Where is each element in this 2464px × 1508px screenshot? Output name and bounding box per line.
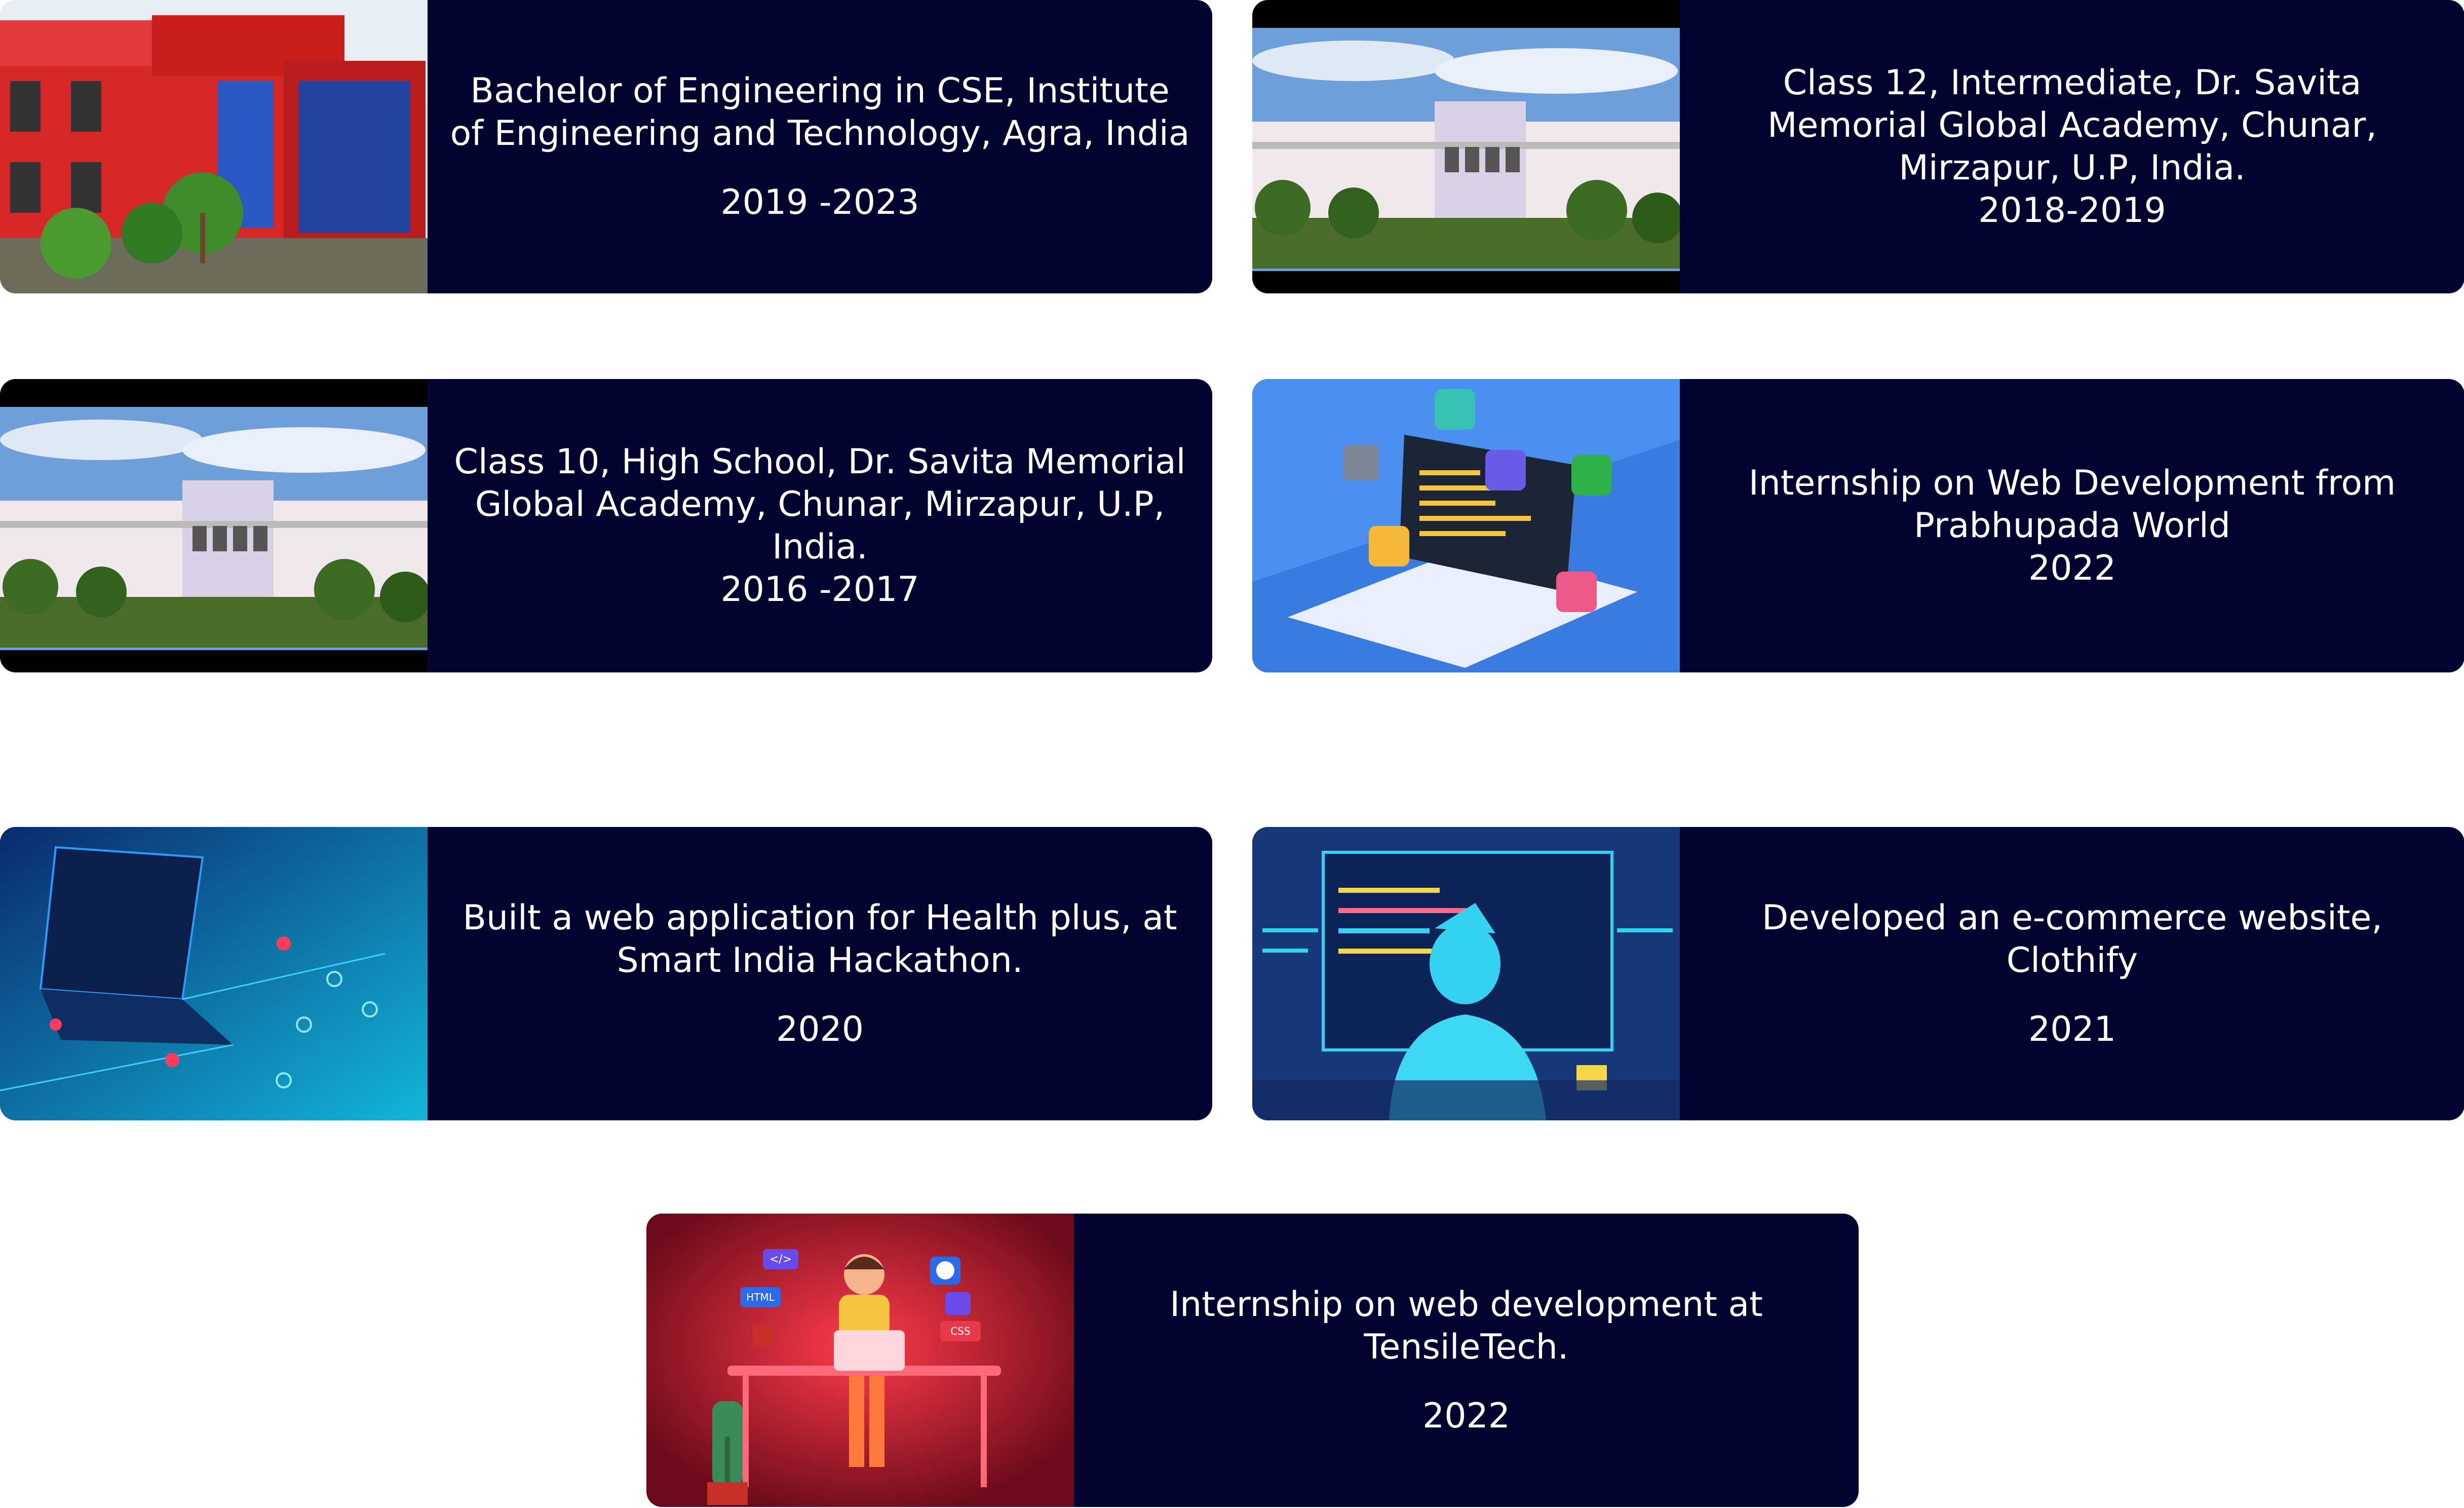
card-title: Internship on web development at Tensile… (1170, 1284, 1763, 1367)
developer-desk-image: </> HTML CSS (646, 1214, 1074, 1507)
card-year: 2022 (2028, 548, 2116, 588)
card-title: Class 12, Intermediate, Dr. Savita Memor… (1767, 62, 2377, 188)
project-card-health-plus: Built a web application for Health plus,… (0, 827, 1212, 1120)
css-tag-label: CSS (950, 1325, 970, 1337)
project-card-clothify: Developed an e-commerce website, Clothif… (1252, 827, 2464, 1120)
card-title: Bachelor of Engineering in CSE, Institut… (450, 70, 1190, 154)
circuit-laptop-image (0, 827, 428, 1120)
html-tag-label: HTML (746, 1291, 775, 1303)
education-card-class-12: Class 12, Intermediate, Dr. Savita Memor… (1252, 0, 2464, 293)
card-year: 2021 (2028, 1009, 2116, 1049)
internship-card-tensiletech: </> HTML CSS Internship on web developme… (646, 1214, 1859, 1507)
education-card-class-10: Class 10, High School, Dr. Savita Memori… (0, 379, 1212, 672)
card-title: Internship on Web Development from Prabh… (1748, 463, 2396, 546)
developer-screens-image (1252, 827, 1680, 1120)
education-card-engineering: Bachelor of Engineering in CSE, Institut… (0, 0, 1212, 293)
card-year: 2016 -2017 (720, 569, 919, 610)
card-year: 2018-2019 (1978, 190, 2166, 231)
card-year: 2019 -2023 (720, 182, 919, 222)
card-title: Developed an e-commerce website, Clothif… (1762, 897, 2382, 981)
laptop-code-image (1252, 379, 1680, 672)
internship-card-prabhupada: Internship on Web Development from Prabh… (1252, 379, 2464, 672)
college-building-image (0, 0, 428, 293)
school-building-image (1252, 0, 1680, 293)
school-building-image (0, 379, 428, 672)
card-title: Built a web application for Health plus,… (463, 897, 1177, 981)
card-year: 2022 (1422, 1396, 1511, 1436)
card-title: Class 10, High School, Dr. Savita Memori… (454, 441, 1186, 567)
code-tag-label: </> (769, 1253, 792, 1266)
card-year: 2020 (776, 1009, 864, 1049)
